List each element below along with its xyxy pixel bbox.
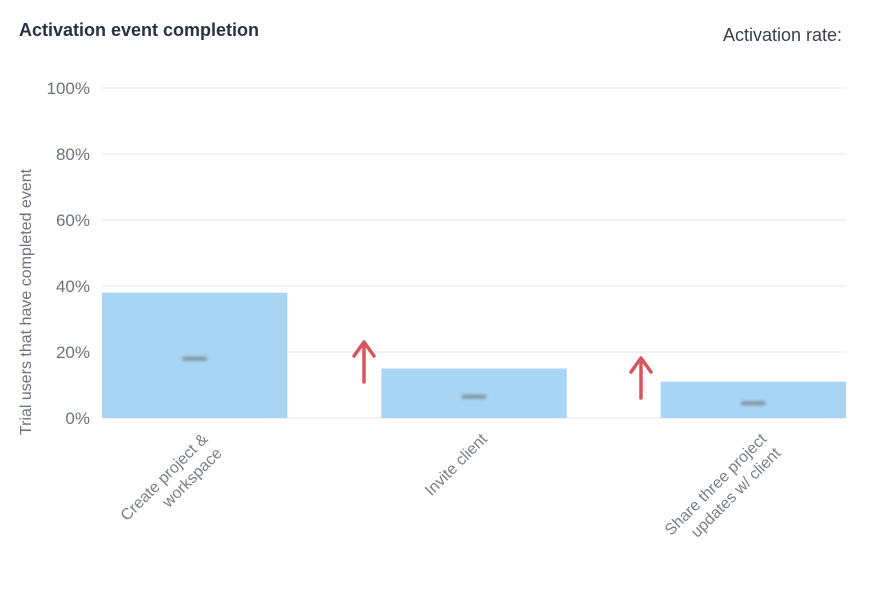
y-tick-label: 80% — [56, 145, 90, 164]
up-arrow-icon — [352, 340, 376, 384]
y-tick-label: 0% — [65, 409, 90, 428]
y-tick-label: 20% — [56, 343, 90, 362]
up-arrow-head — [629, 356, 653, 374]
up-arrow-head — [352, 340, 376, 358]
activation-rate-label: Activation rate: — [722, 25, 842, 45]
chart-title: Activation event completion — [19, 20, 260, 40]
y-tick-label: 40% — [56, 277, 90, 296]
bar — [102, 292, 288, 418]
y-tick-label: 100% — [47, 79, 90, 98]
bar — [381, 368, 567, 418]
annotation-layer — [352, 340, 653, 400]
category-label: Invite client — [422, 430, 491, 499]
bar — [660, 381, 846, 418]
bar-data-label-obscured: ▬▬ — [183, 349, 207, 363]
activation-rate: Activation rate: — [723, 25, 848, 46]
category-label-layer: Create project &workspace Invite client Sh… — [118, 430, 785, 541]
category-label-line: Invite client — [422, 430, 491, 499]
up-arrow-icon — [629, 356, 653, 400]
bar-layer: ▬▬ ▬▬ ▬▬ — [102, 292, 846, 418]
bar-data-label-obscured: ▬▬ — [741, 394, 765, 408]
category-label: Create project &workspace — [118, 431, 226, 525]
y-tick-label: 60% — [56, 211, 90, 230]
y-tick-layer: 0% 20% 40% 60% 80% 100% — [47, 79, 90, 428]
bar-data-label-obscured: ▬▬ — [462, 387, 486, 401]
